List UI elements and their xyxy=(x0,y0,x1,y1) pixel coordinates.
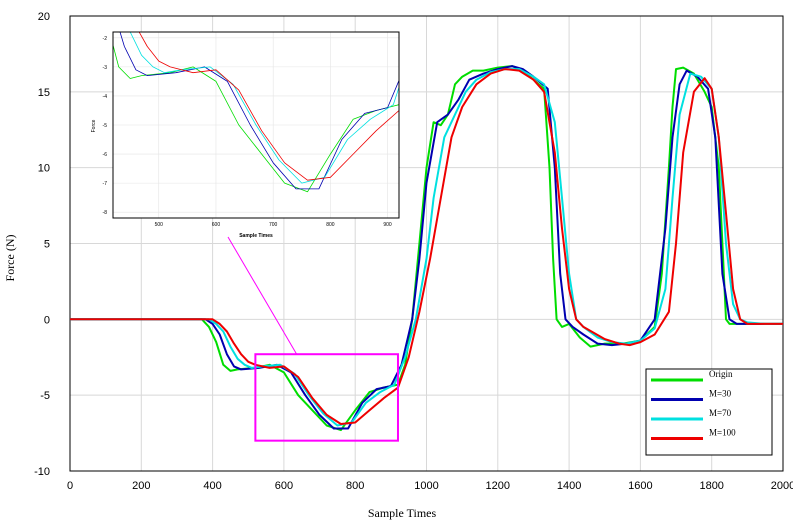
inset-y-tick-label: -7 xyxy=(103,181,108,187)
inset-zoom-chart: 500 600 700 800 900 -2 -3 -4 -5 -6 -7 -8 Sample Tim… xyxy=(91,31,400,239)
inset-y-tick-label: -2 xyxy=(103,36,108,42)
inset-y-axis-title: Force xyxy=(91,119,97,132)
x-tick-label: 0 xyxy=(67,480,73,492)
x-tick-label: 1000 xyxy=(414,480,438,492)
x-tick-label: 600 xyxy=(275,480,293,492)
y-tick-label: 20 xyxy=(38,11,50,23)
x-tick-label: 800 xyxy=(346,480,364,492)
x-tick-label: 1600 xyxy=(628,480,652,492)
x-tick-label: 1800 xyxy=(699,480,723,492)
x-tick-label: 2000 xyxy=(771,480,793,492)
legend-label-4: M=100 xyxy=(709,428,736,438)
y-axis-title: Force (N) xyxy=(3,235,17,282)
inset-frame xyxy=(112,31,400,219)
x-tick-label: 200 xyxy=(132,480,150,492)
plot-frame xyxy=(69,15,784,472)
x-axis-title: Sample Times xyxy=(368,506,437,520)
legend-label-2: M=30 xyxy=(709,389,732,399)
y-tick-label: 5 xyxy=(44,239,50,251)
x-tick-label: 400 xyxy=(203,480,221,492)
legend-label-3: M=70 xyxy=(709,408,732,418)
series-line-2 xyxy=(70,65,783,430)
inset-x-tick-label: 800 xyxy=(326,222,335,228)
inset-series-layer xyxy=(113,32,399,193)
inset-series-line-1 xyxy=(113,43,399,193)
legend-label-1: Origin xyxy=(709,369,733,379)
y-tick-label: 15 xyxy=(38,87,50,99)
inset-series-line-4 xyxy=(138,32,399,181)
inset-y-tick-label: -8 xyxy=(103,210,108,216)
y-tick-label: 0 xyxy=(44,314,50,326)
series-line-4 xyxy=(70,68,783,425)
inset-x-tick-label: 700 xyxy=(269,222,278,228)
main-series-layer xyxy=(70,65,783,432)
inset-y-tick-label: -4 xyxy=(103,94,108,100)
inset-x-tick-label: 600 xyxy=(212,222,221,228)
y-tick-label: -5 xyxy=(40,390,50,402)
inset-grid xyxy=(113,32,399,218)
inset-series-line-3 xyxy=(129,32,399,184)
inset-series-line-2 xyxy=(119,32,399,190)
inset-x-tick-label: 900 xyxy=(383,222,392,228)
inset-x-tick-label: 500 xyxy=(155,222,164,228)
zoom-highlight-box xyxy=(254,353,399,442)
legend-box xyxy=(645,368,773,456)
inset-y-tick-label: -6 xyxy=(103,152,108,158)
zoom-connector-line xyxy=(227,236,298,355)
inset-y-tick-label: -3 xyxy=(103,65,108,71)
y-tick-label: 10 xyxy=(38,163,50,175)
y-tick-label: -10 xyxy=(34,466,50,478)
inset-y-tick-label: -5 xyxy=(103,123,108,129)
x-tick-label: 1200 xyxy=(486,480,510,492)
series-line-3 xyxy=(70,68,783,427)
inset-x-axis-title: Sample Times xyxy=(239,233,273,239)
legend: Origin M=30 M=70 M=100 xyxy=(645,368,773,456)
x-tick-label: 1400 xyxy=(557,480,581,492)
inset-tick-labels: 500 600 700 800 900 -2 -3 -4 -5 -6 -7 -8 xyxy=(103,36,392,228)
main-tick-labels: 0 200 400 600 800 1000 1200 1400 1600 1800 2000-10… xyxy=(34,11,793,492)
